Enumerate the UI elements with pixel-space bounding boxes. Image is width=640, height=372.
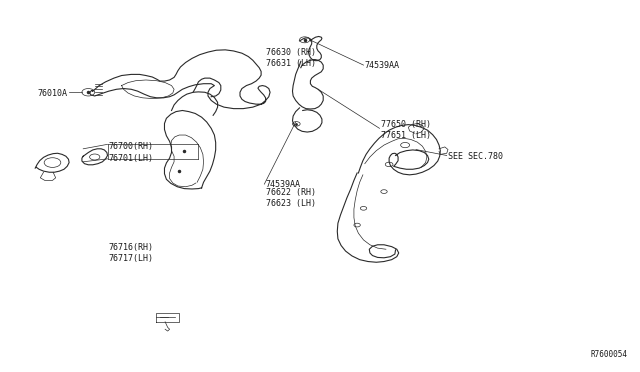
Text: 76630 (RH)
76631 (LH): 76630 (RH) 76631 (LH) [266, 48, 316, 68]
Text: 76010A: 76010A [37, 89, 67, 97]
Text: R7600054: R7600054 [590, 350, 627, 359]
Text: 74539AA: 74539AA [266, 180, 301, 189]
Text: 76622 (RH)
76623 (LH): 76622 (RH) 76623 (LH) [266, 188, 316, 208]
Text: SEE SEC.780: SEE SEC.780 [448, 152, 503, 161]
Text: 74539AA: 74539AA [365, 61, 400, 70]
Text: 77650 (RH)
77651 (LH): 77650 (RH) 77651 (LH) [381, 120, 431, 140]
Text: 76700(RH)
76701(LH): 76700(RH) 76701(LH) [109, 142, 154, 163]
Text: 76716(RH)
76717(LH): 76716(RH) 76717(LH) [109, 243, 154, 263]
